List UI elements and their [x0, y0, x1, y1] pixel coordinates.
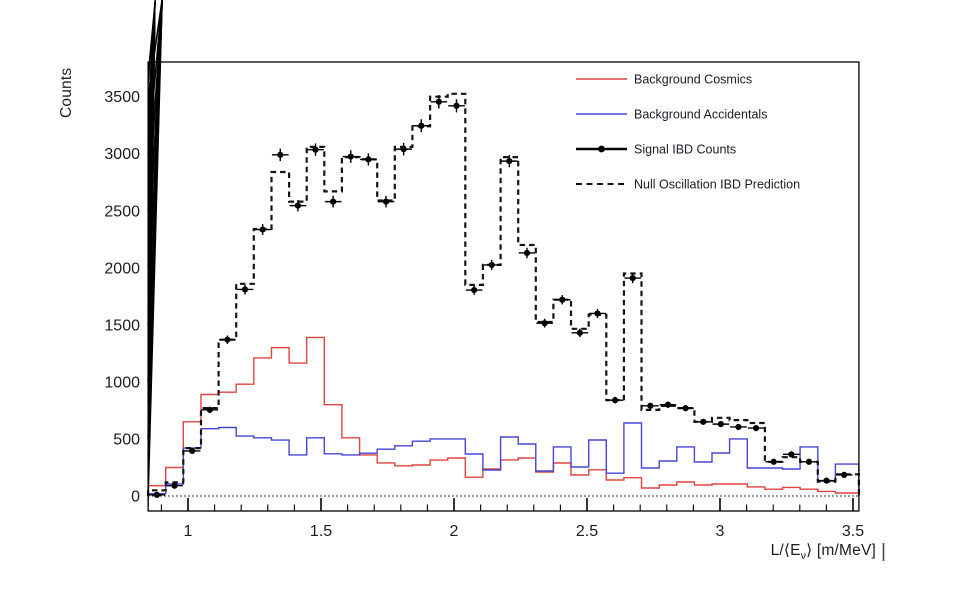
x-axis-title: L/⟨Eν⟩ [m/MeV] — [576, 541, 876, 562]
x-axis-title-suffix: ⟩ [m/MeV] — [806, 542, 876, 559]
x-tick-label: 2.5 — [576, 523, 598, 540]
data-point-marker — [241, 286, 249, 293]
data-point-marker — [735, 423, 742, 431]
y-tick-label: 2000 — [104, 260, 140, 277]
data-point-marker — [541, 320, 548, 327]
y-tick-label: 2500 — [104, 203, 140, 220]
x-axis-title-prefix: L/⟨E — [770, 542, 801, 559]
series-line-null-oscillation-ibd-prediction — [147, 92, 860, 496]
y-tick-label: 0 — [131, 489, 140, 506]
x-tick-label: 3 — [716, 523, 725, 540]
data-point-marker — [453, 102, 460, 109]
data-point-marker — [171, 482, 178, 489]
data-point-marker — [841, 471, 848, 478]
data-point-marker — [330, 198, 337, 205]
data-point-marker — [294, 202, 301, 209]
legend-entry-label: Background Accidentals — [634, 108, 767, 122]
data-point-marker — [559, 296, 566, 303]
x-tick-label: 1.5 — [310, 523, 332, 540]
legend-entry: Background Cosmics — [576, 73, 752, 87]
data-point-marker — [365, 156, 372, 163]
y-axis-title: Counts — [58, 67, 75, 118]
data-point-marker — [611, 397, 619, 404]
data-point-marker — [488, 261, 495, 269]
data-point-marker — [259, 226, 266, 233]
series-points-signal-ibd-counts — [148, 95, 853, 498]
y-tick-label: 3500 — [104, 89, 140, 106]
data-point-marker — [647, 402, 654, 409]
legend: Background Cosmics Background Accidentals… — [576, 73, 800, 192]
legend-sample-marker — [598, 145, 605, 153]
x-axis-title-subscript: ν — [800, 550, 807, 562]
data-point-marker — [347, 153, 354, 160]
series-line-background-accidentals — [147, 422, 860, 496]
x-tick-label: 1 — [184, 523, 193, 540]
data-point-marker — [700, 418, 707, 425]
data-point-marker — [277, 151, 284, 158]
y-tick-label: 1500 — [104, 317, 140, 334]
data-point-marker — [717, 421, 724, 428]
legend-entry-label: Null Oscillation IBD Prediction — [634, 178, 800, 192]
data-point-marker — [382, 198, 390, 205]
y-tick-label: 3000 — [104, 146, 140, 163]
data-point-marker — [206, 406, 213, 413]
data-point-marker — [664, 401, 672, 408]
data-point-marker — [523, 249, 531, 257]
data-point-marker — [682, 405, 689, 412]
data-point-marker — [506, 158, 513, 165]
data-point-marker — [594, 310, 601, 317]
data-point-marker — [629, 274, 636, 282]
x-tick-label: 2 — [450, 523, 459, 540]
data-point-marker — [770, 458, 777, 465]
x-tick-label: 3.5 — [842, 523, 864, 540]
data-point-marker — [224, 336, 231, 343]
data-point-marker — [435, 98, 442, 105]
plot-frame — [147, 61, 860, 512]
legend-entry: Signal IBD Counts — [576, 143, 736, 157]
data-point-marker — [471, 286, 478, 294]
data-point-marker — [805, 458, 813, 465]
data-point-marker — [752, 425, 760, 432]
data-point-marker — [189, 447, 196, 455]
legend-entry-label: Background Cosmics — [634, 73, 752, 87]
data-point-marker — [576, 329, 583, 336]
y-major-tick — [147, 0, 163, 211]
data-point-marker — [312, 146, 319, 153]
legend-entry: Background Accidentals — [576, 108, 767, 122]
data-point-marker — [400, 146, 407, 153]
y-axis: 0 500 1000 1500 2000 2500 3000 3500 — [104, 0, 163, 508]
y-major-tick — [147, 0, 163, 154]
legend-entry: Null Oscillation IBD Prediction — [576, 178, 800, 192]
y-minor-tick — [147, 0, 156, 74]
data-point-marker — [418, 122, 425, 129]
data-point-marker — [788, 451, 795, 458]
x-axis: 1 1.5 2 2.5 3 3.5 — [160, 498, 864, 540]
data-point-marker — [153, 491, 161, 498]
legend-entry-label: Signal IBD Counts — [634, 143, 736, 157]
data-point-marker — [823, 477, 830, 484]
y-major-tick — [147, 0, 163, 97]
y-tick-label: 500 — [113, 431, 140, 448]
y-tick-label: 1000 — [104, 374, 140, 391]
series-line-background-cosmics — [147, 336, 860, 496]
